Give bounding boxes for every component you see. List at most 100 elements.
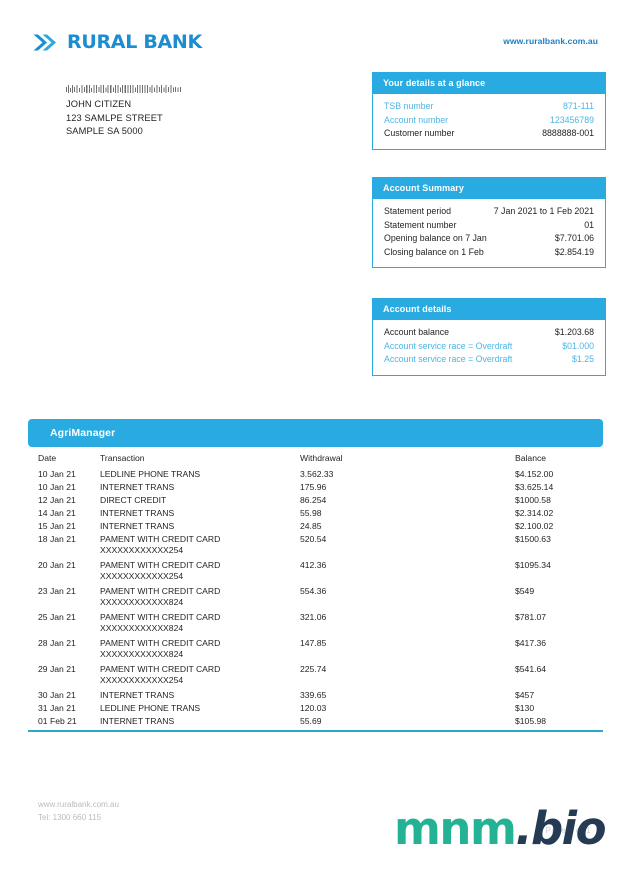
cell-date: 31 Jan 21	[38, 702, 76, 713]
cell-balance: $3.625.14	[515, 481, 554, 492]
info-row-label: Closing balance on 1 Feb	[384, 246, 484, 257]
mail-sort-barcode-icon	[66, 85, 181, 93]
transaction-description: INTERNET TRANS	[100, 520, 175, 531]
cell-balance: $1500.63	[515, 533, 551, 544]
masked-card-number: XXXXXXXXXXXX824	[100, 648, 184, 659]
cell-balance: $417.36	[515, 637, 547, 648]
info-row-label: Account service race = Overdraft	[384, 340, 513, 351]
cell-balance: $457	[515, 689, 535, 700]
info-row-label: Account number	[384, 114, 449, 125]
panel-body: Statement period 7 Jan 2021 to 1 Feb 202…	[372, 199, 606, 268]
cell-date: 28 Jan 21	[38, 637, 76, 648]
info-row-value: $1.25	[571, 354, 594, 364]
cell-balance: $130	[515, 702, 535, 713]
footer-website-link[interactable]: www.ruralbank.com.au	[38, 800, 119, 809]
address-line: JOHN CITIZEN	[66, 99, 132, 109]
info-row-label: TSB number	[384, 101, 434, 111]
info-row-value: 871-111	[563, 101, 594, 111]
cell-desc: LEDLINE PHONE TRANS	[100, 467, 300, 480]
table-row: 25 Jan 21 PAMENT WITH CREDIT CARD XXXXXXXX…	[28, 610, 603, 636]
cell-withdrawal: 175.96	[300, 481, 327, 492]
table-bottom-rule	[28, 730, 603, 732]
table-row: 30 Jan 21 INTERNET TRANS 339.65 $457	[28, 688, 603, 701]
column-header-date: Date	[38, 453, 57, 463]
info-row-label: Account service race = Overdraft	[384, 354, 513, 364]
transaction-description: INTERNET TRANS	[100, 507, 175, 518]
info-row: Account service race = Overdraft $1.25	[384, 353, 594, 367]
table-row: 10 Jan 21 INTERNET TRANS 175.96 $3.625.14	[28, 480, 603, 493]
table-row: 10 Jan 21 LEDLINE PHONE TRANS 3.562.33 $4.1…	[28, 467, 603, 480]
cell-balance: $2.100.02	[515, 520, 554, 531]
table-row: 14 Jan 21 INTERNET TRANS 55.98 $2.314.02	[28, 506, 603, 519]
cell-desc: INTERNET TRANS	[100, 714, 300, 727]
panel-body: TSB number 871-111 Account number 123456…	[372, 94, 606, 150]
info-row-label: Account balance	[384, 327, 450, 337]
info-row-label: Statement period	[384, 206, 451, 216]
cell-withdrawal: 147.85	[300, 637, 327, 648]
cell-withdrawal: 55.98	[300, 507, 322, 518]
cell-date: 25 Jan 21	[38, 611, 76, 622]
transactions-table: Date Transaction Withdrawal Balance 10 J…	[28, 453, 603, 727]
cell-desc: PAMENT WITH CREDIT CARD XXXXXXXXXXXX254	[100, 532, 300, 558]
page-number: Page 1 of 1	[545, 826, 591, 835]
transactions-body: 10 Jan 21 LEDLINE PHONE TRANS 3.562.33 $4.1…	[28, 467, 603, 727]
transaction-description: LEDLINE PHONE TRANS	[100, 468, 201, 479]
panel-title: Your details at a glance	[372, 72, 606, 94]
transaction-description: PAMENT WITH CREDIT CARD	[100, 585, 221, 596]
info-row-value: 7 Jan 2021 to 1 Feb 2021	[493, 206, 594, 216]
info-row: Closing balance on 1 Feb $2.854.19	[384, 246, 594, 260]
table-row: 29 Jan 21 PAMENT WITH CREDIT CARD XXXXXXXX…	[28, 662, 603, 688]
transaction-description: INTERNET TRANS	[100, 481, 175, 492]
info-row: Account number 123456789	[384, 114, 594, 128]
column-header-transaction: Transaction	[100, 453, 145, 463]
table-row: 28 Jan 21 PAMENT WITH CREDIT CARD XXXXXXXX…	[28, 636, 603, 662]
header-website-link[interactable]: www.ruralbank.com.au	[503, 36, 598, 46]
account-details-panel: Account details Account balance $1.203.6…	[372, 298, 606, 376]
transactions-section: AgriManager Date Transaction Withdrawal …	[28, 419, 603, 732]
cell-withdrawal: 120.03	[300, 702, 327, 713]
footer-telephone: Tel: 1300 660 115	[38, 813, 102, 822]
info-row: Opening balance on 7 Jan $7.701.06	[384, 232, 594, 246]
info-row-label: Statement number	[384, 219, 457, 230]
table-row: 20 Jan 21 PAMENT WITH CREDIT CARD XXXXXXXX…	[28, 558, 603, 584]
cell-withdrawal: 321.06	[300, 611, 327, 622]
cell-withdrawal: 3.562.33	[300, 468, 334, 479]
table-header-row: Date Transaction Withdrawal Balance	[28, 453, 603, 467]
masked-card-number: XXXXXXXXXXXX254	[100, 674, 184, 685]
cell-balance: $4.152.00	[515, 468, 554, 479]
cell-date: 14 Jan 21	[38, 507, 76, 518]
info-row: Account service race = Overdraft $01.000	[384, 340, 594, 354]
transaction-description: PAMENT WITH CREDIT CARD	[100, 611, 221, 622]
info-row: Customer number 8888888-001	[384, 127, 594, 141]
rural-bank-logo: RURAL BANK	[33, 33, 202, 52]
transaction-description: INTERNET TRANS	[100, 689, 175, 700]
transaction-description: PAMENT WITH CREDIT CARD	[100, 559, 221, 570]
transaction-description: PAMENT WITH CREDIT CARD	[100, 663, 221, 674]
info-row-value: $2.854.19	[554, 246, 594, 257]
masked-card-number: XXXXXXXXXXXX824	[100, 622, 184, 633]
column-header-balance: Balance	[515, 453, 547, 463]
transaction-description: LEDLINE PHONE TRANS	[100, 702, 201, 713]
masked-card-number: XXXXXXXXXXXX254	[100, 570, 184, 581]
cell-desc: INTERNET TRANS	[100, 688, 300, 701]
mnm-bio-watermark: mnm.bio	[394, 806, 606, 851]
logo-wordmark: RURAL BANK	[67, 31, 202, 53]
cell-withdrawal: 24.85	[300, 520, 322, 531]
panel-body: Account balance $1.203.68 Account servic…	[372, 320, 606, 376]
cell-withdrawal: 86.254	[300, 494, 327, 505]
table-row: 12 Jan 21 DIRECT CREDIT 86.254 $1000.58	[28, 493, 603, 506]
cell-balance: $105.98	[515, 715, 547, 726]
cell-desc: INTERNET TRANS	[100, 506, 300, 519]
cell-date: 29 Jan 21	[38, 663, 76, 674]
table-row: 18 Jan 21 PAMENT WITH CREDIT CARD XXXXXXXX…	[28, 532, 603, 558]
cell-date: 15 Jan 21	[38, 520, 76, 531]
info-row: Statement number 01	[384, 219, 594, 233]
double-chevron-icon	[33, 34, 56, 51]
cell-desc: INTERNET TRANS	[100, 480, 300, 493]
account-summary-panel: Account Summary Statement period 7 Jan 2…	[372, 177, 606, 268]
cell-desc: LEDLINE PHONE TRANS	[100, 701, 300, 714]
info-row: TSB number 871-111	[384, 100, 594, 114]
info-row-value: 01	[584, 219, 594, 230]
cell-withdrawal: 412.36	[300, 559, 327, 570]
